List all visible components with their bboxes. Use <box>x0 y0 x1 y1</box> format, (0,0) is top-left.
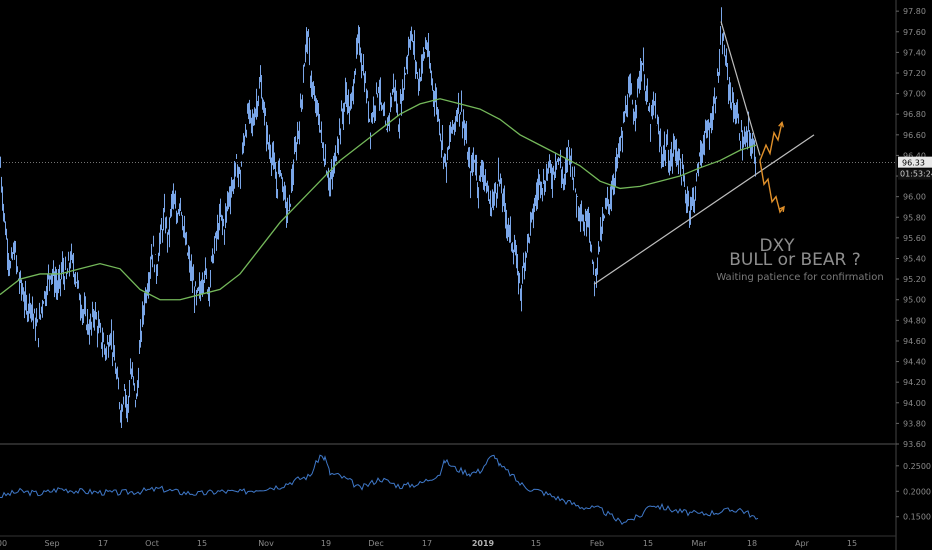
moving-average-line <box>0 99 756 300</box>
chart-canvas: 97.8097.6097.4097.2097.0096.8096.6096.40… <box>0 0 932 550</box>
y-tick-label: 96.60 <box>903 131 926 140</box>
price-panel <box>0 7 896 428</box>
trendline <box>721 21 760 155</box>
y-tick-label: 94.80 <box>903 316 926 325</box>
y-tick-label: 94.60 <box>903 337 926 346</box>
y-tick-label: 97.40 <box>903 48 926 57</box>
last-price-label: 96.33 01:53:24 <box>898 157 932 180</box>
x-tick-label: 15 <box>847 539 857 548</box>
y-tick-label: 95.40 <box>903 254 926 263</box>
indicator-axis: 0.2500 0.2000 0.1500 <box>896 462 931 522</box>
y-tick-label: 96.80 <box>903 110 926 119</box>
countdown-value: 01:53:24 <box>900 170 932 179</box>
x-tick-label: 00 <box>0 539 7 548</box>
x-tick-label: 15 <box>531 539 541 548</box>
x-tick-label: 17 <box>422 539 432 548</box>
y-tick-label: 93.80 <box>903 419 926 428</box>
x-tick-label: Oct <box>145 539 159 548</box>
y-tick-label: 97.60 <box>903 28 926 37</box>
y-tick-label: 95.60 <box>903 234 926 243</box>
x-tick-label: Dec <box>368 539 383 548</box>
x-tick-label: 2019 <box>472 539 495 548</box>
scenario-path-down <box>760 161 784 213</box>
annotation: DXY BULL or BEAR ? Waiting patience for … <box>716 236 883 283</box>
y-tick-label: 97.80 <box>903 7 926 16</box>
x-tick-label: Nov <box>258 539 274 548</box>
x-tick-label: 18 <box>747 539 757 548</box>
time-axis: 00 Sep 17 Oct 15 Nov 19 Dec 17 2019 15 Feb 15 Mar 18 Ap… <box>0 536 896 548</box>
indicator-tick-label: 0.2500 <box>903 462 931 471</box>
y-tick-label: 95.80 <box>903 213 926 222</box>
last-price-value: 96.33 <box>902 159 925 168</box>
y-tick-label: 97.00 <box>903 90 926 99</box>
indicator-tick-label: 0.1500 <box>903 513 931 522</box>
y-tick-label: 97.20 <box>903 69 926 78</box>
scenario-path-up <box>760 122 782 160</box>
y-tick-label: 95.20 <box>903 275 926 284</box>
y-tick-label: 94.20 <box>903 378 926 387</box>
x-tick-label: Sep <box>44 539 59 548</box>
indicator-line <box>0 455 758 524</box>
y-tick-label: 96.00 <box>903 193 926 202</box>
annotation-headline: BULL or BEAR ? <box>729 250 861 270</box>
x-tick-label: Apr <box>795 539 810 548</box>
x-tick-label: Feb <box>590 539 604 548</box>
x-tick-label: 19 <box>321 539 331 548</box>
x-tick-label: 15 <box>197 539 207 548</box>
y-tick-label: 94.40 <box>903 358 926 367</box>
x-tick-label: 15 <box>643 539 653 548</box>
annotation-note: Waiting patience for confirmation <box>716 272 883 283</box>
y-tick-label: 93.60 <box>903 440 926 449</box>
y-tick-label: 95.00 <box>903 296 926 305</box>
x-tick-label: 17 <box>98 539 108 548</box>
y-tick-label: 94.00 <box>903 399 926 408</box>
indicator-panel <box>0 455 758 524</box>
x-tick-label: Mar <box>691 539 707 548</box>
indicator-tick-label: 0.2000 <box>903 487 931 496</box>
